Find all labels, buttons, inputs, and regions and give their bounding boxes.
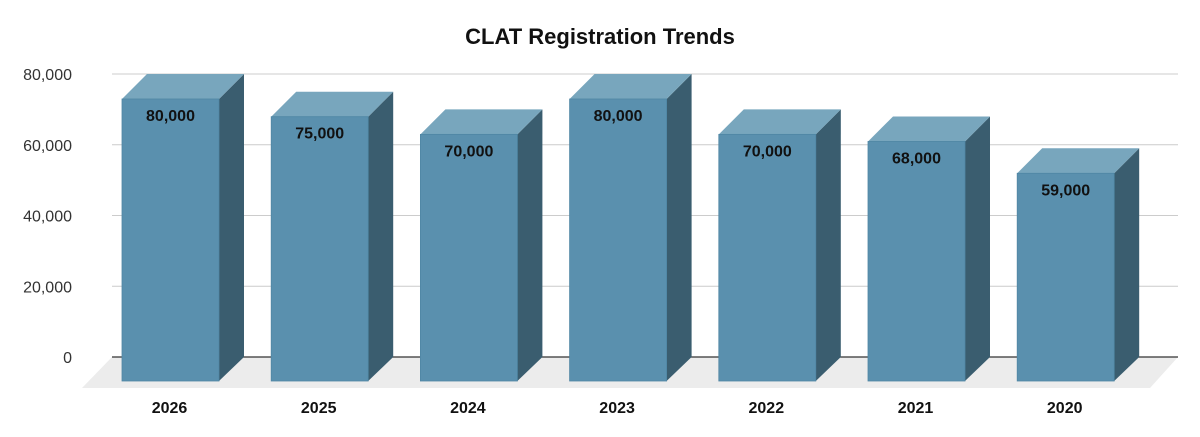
data-label: 59,000 xyxy=(1041,182,1090,199)
data-label: 68,000 xyxy=(892,150,941,167)
bar-front xyxy=(718,133,817,382)
data-label: 70,000 xyxy=(743,143,792,160)
bar-top xyxy=(271,91,394,117)
x-tick-label: 2020 xyxy=(1047,400,1083,417)
bar-2021: 68,000 xyxy=(867,116,990,382)
bar-2022: 70,000 xyxy=(718,109,841,382)
bar-side xyxy=(517,109,543,381)
bar-2023: 80,000 xyxy=(569,74,692,382)
bar-top xyxy=(718,109,841,135)
bar-top xyxy=(420,109,543,135)
chart-title: CLAT Registration Trends xyxy=(465,24,735,49)
x-tick-label: 2025 xyxy=(301,400,337,417)
bar-side xyxy=(666,74,692,381)
y-axis-labels: 0 20,000 40,000 60,000 80,000 xyxy=(23,67,72,367)
bar-front xyxy=(569,98,667,382)
data-label: 80,000 xyxy=(594,108,643,125)
bar-front xyxy=(121,98,220,382)
bar-top xyxy=(1017,148,1140,174)
bar-front xyxy=(1016,172,1115,382)
bar-top xyxy=(868,116,990,142)
bar-side xyxy=(1114,148,1140,381)
bar-side xyxy=(965,116,990,381)
y-tick-label: 80,000 xyxy=(23,67,72,84)
bar-side xyxy=(815,109,841,381)
bar-front xyxy=(270,116,369,382)
data-label: 80,000 xyxy=(146,108,195,125)
bar-2025: 75,000 xyxy=(270,91,394,382)
bar-side xyxy=(219,74,244,381)
y-tick-label: 20,000 xyxy=(23,279,72,296)
bar-2024: 70,000 xyxy=(419,109,543,382)
x-tick-label: 2023 xyxy=(599,400,635,417)
y-tick-label: 60,000 xyxy=(23,138,72,155)
bar-top xyxy=(122,74,244,99)
x-tick-label: 2024 xyxy=(450,400,486,417)
bar-top xyxy=(569,74,692,99)
x-tick-label: 2021 xyxy=(898,400,934,417)
bars: 80,000 75,000 70,000 80,000 70,000 68,000 59,0… xyxy=(121,74,1140,382)
x-tick-label: 2022 xyxy=(749,400,785,417)
bar-side xyxy=(368,91,394,381)
bar-front xyxy=(867,141,966,382)
y-tick-label: 0 xyxy=(63,350,72,367)
bar-2020: 59,000 xyxy=(1016,148,1140,382)
data-label: 70,000 xyxy=(444,143,493,160)
x-tick-label: 2026 xyxy=(152,400,188,417)
bar-2026: 80,000 xyxy=(121,74,244,382)
bar-front xyxy=(419,133,518,382)
data-label: 75,000 xyxy=(295,126,344,143)
y-tick-label: 40,000 xyxy=(23,209,72,226)
x-axis-labels: 2026 2025 2024 2023 2022 2021 2020 xyxy=(152,400,1083,417)
